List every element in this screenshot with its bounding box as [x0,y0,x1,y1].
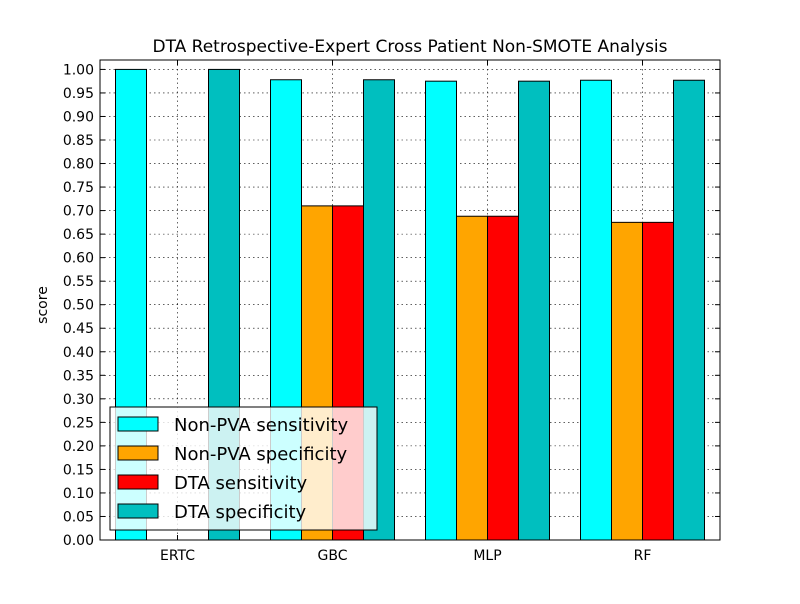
y-tick-label: 0.25 [63,415,94,431]
bar [611,221,643,541]
y-tick-label: 0.40 [63,345,94,361]
y-tick-label: 0.30 [63,392,94,408]
bar [456,215,488,541]
y-tick-label: 0.70 [63,204,94,220]
bar [642,221,674,541]
x-tick-label: RF [634,548,652,564]
y-tick-label: 0.95 [63,86,94,102]
y-tick-label: 0.55 [63,274,94,290]
bar [425,80,457,541]
legend-swatch [117,416,159,432]
bar [673,79,705,541]
plot-area-frame [99,59,721,541]
y-tick-label: 1.00 [63,62,94,78]
y-tick-label: 0.60 [63,251,94,267]
legend-label: Non-PVA specificity [174,444,348,465]
axis-ticks: 0.00 0.05 0.10 0.15 0.20 0.25 0.30 0.35 0.40 0.45… [63,60,720,564]
bar [518,80,550,541]
x-tick-label: MLP [473,548,501,564]
y-tick-label: 0.05 [63,509,94,525]
y-tick-label: 0.65 [63,227,94,243]
legend-swatch [117,503,159,519]
y-tick-label: 0.35 [63,368,94,384]
x-tick-label: GBC [318,548,348,564]
bar [580,79,612,541]
y-tick-label: 0.20 [63,439,94,455]
legend-label: Non-PVA sensitivity [174,415,348,436]
y-tick-label: 0.00 [63,533,94,549]
legend-label: DTA sensitivity [174,473,308,494]
bar [487,215,519,541]
legend-swatch [117,474,159,490]
y-tick-label: 0.80 [63,157,94,173]
chart-title: DTA Retrospective-Expert Cross Patient N… [152,37,667,57]
y-tick-label: 0.10 [63,486,94,502]
legend-swatch [117,445,159,461]
legend-label: DTA specificity [174,502,307,523]
y-tick-label: 0.45 [63,321,94,337]
y-axis-label: score [35,286,51,324]
y-tick-label: 0.85 [63,133,94,149]
y-tick-label: 0.50 [63,298,94,314]
y-tick-label: 0.75 [63,180,94,196]
x-tick-label: ERTC [160,548,195,564]
legend: Non-PVA sensitivity Non-PVA specificity DT… [109,406,378,531]
y-tick-label: 0.15 [63,462,94,478]
y-tick-label: 0.90 [63,109,94,125]
